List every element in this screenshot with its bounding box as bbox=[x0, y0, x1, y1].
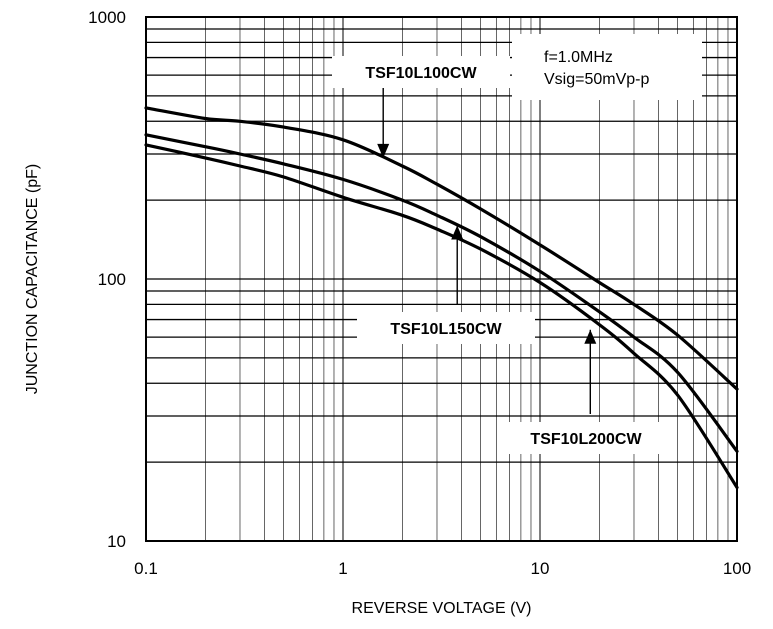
arrow-head bbox=[451, 225, 464, 240]
y-tick-labels: 10 100 1000 bbox=[88, 8, 126, 551]
x-tick-labels: 0.1 1 10 100 bbox=[134, 559, 751, 578]
series-line-tsf10l200cw bbox=[144, 143, 739, 490]
y-axis-title: JUNCTION CAPACITANCE (pF) bbox=[24, 164, 41, 395]
y-tick-label: 100 bbox=[98, 270, 126, 289]
series-line-tsf10l150cw bbox=[144, 133, 739, 453]
series-lines bbox=[144, 106, 739, 490]
x-tick-label: 100 bbox=[723, 559, 751, 578]
series-label-tsf10l100cw: TSF10L100CW bbox=[365, 65, 477, 82]
condition-text: f=1.0MHz bbox=[544, 49, 613, 66]
series-label-tsf10l200cw: TSF10L200CW bbox=[530, 431, 642, 448]
series-label-background bbox=[332, 56, 510, 88]
series-label-tsf10l150cw: TSF10L150CW bbox=[390, 321, 502, 338]
series-labels: TSF10L100CW TSF10L150CW TSF10L200CW bbox=[332, 56, 675, 454]
series-arrows bbox=[377, 88, 597, 414]
series-line-tsf10l100cw bbox=[144, 106, 739, 391]
x-tick-label: 0.1 bbox=[134, 559, 158, 578]
x-tick-label: 1 bbox=[338, 559, 347, 578]
y-tick-label: 1000 bbox=[88, 8, 126, 27]
series-label-background bbox=[357, 312, 535, 344]
measurement-conditions: f=1.0MHz Vsig=50mVp-p bbox=[512, 34, 702, 100]
condition-text: Vsig=50mVp-p bbox=[544, 71, 649, 88]
x-tick-label: 10 bbox=[531, 559, 550, 578]
x-axis-title: REVERSE VOLTAGE (V) bbox=[352, 600, 532, 617]
arrow-head bbox=[584, 329, 597, 344]
arrow-head bbox=[377, 143, 390, 158]
y-tick-label: 10 bbox=[107, 532, 126, 551]
conditions-background bbox=[512, 34, 702, 100]
plot-frame bbox=[145, 16, 738, 542]
series-label-background bbox=[497, 422, 675, 454]
